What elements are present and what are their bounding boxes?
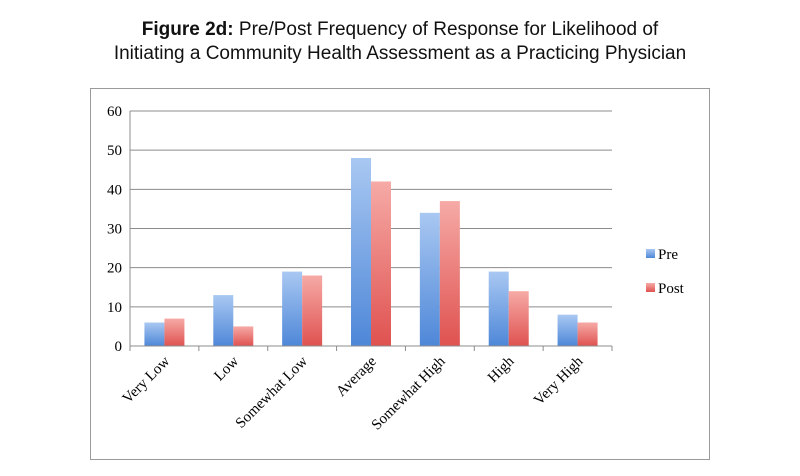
figure-label: Figure 2d: <box>141 19 234 40</box>
bar-post-somewhat-high <box>439 201 460 346</box>
legend-label-post: Post <box>658 281 685 297</box>
bar-post-somewhat-low <box>302 275 323 346</box>
legend-label-pre: Pre <box>658 247 678 263</box>
y-tick-label: 40 <box>107 182 122 198</box>
x-tick-label: Somewhat Low <box>233 353 311 431</box>
x-tick-label: Average <box>333 353 380 400</box>
y-tick-label: 10 <box>107 300 122 316</box>
bar-pre-very-high <box>557 314 578 346</box>
bar-pre-somewhat-high <box>419 212 440 346</box>
y-tick-label: 20 <box>107 261 122 277</box>
bar-post-very-high <box>577 322 598 346</box>
bar-post-average <box>371 181 391 346</box>
legend-swatch-pre <box>646 249 655 258</box>
y-tick-label: 0 <box>115 339 123 355</box>
bar-post-high <box>508 291 529 346</box>
chart-title: Figure 2d: Pre/Post Frequency of Respons… <box>0 18 800 66</box>
y-tick-label: 50 <box>107 143 122 159</box>
x-tick-label: Very High <box>531 353 587 409</box>
bars <box>144 158 598 346</box>
chart-frame <box>90 88 710 460</box>
bar-post-low <box>233 326 254 346</box>
bar-pre-low <box>213 295 234 346</box>
bar-pre-very-low <box>144 322 165 346</box>
y-tick-label: 60 <box>107 104 122 120</box>
bar-pre-somewhat-low <box>282 271 303 346</box>
x-tick-label: Very Low <box>120 353 174 407</box>
title-line-2: Initiating a Community Health Assessment… <box>113 43 687 64</box>
legend-swatch-post <box>646 283 655 292</box>
bar-pre-average <box>351 158 371 346</box>
bar-post-very-low <box>164 318 185 346</box>
x-tick-label: High <box>485 353 518 386</box>
legend: Pre Post <box>646 247 685 297</box>
title-line-1: Pre/Post Frequency of Response for Likel… <box>238 19 659 40</box>
bar-pre-high <box>488 271 509 346</box>
x-tick-label: Somewhat High <box>369 353 449 433</box>
x-tick-label: Low <box>211 353 242 384</box>
y-tick-label: 30 <box>107 222 122 238</box>
